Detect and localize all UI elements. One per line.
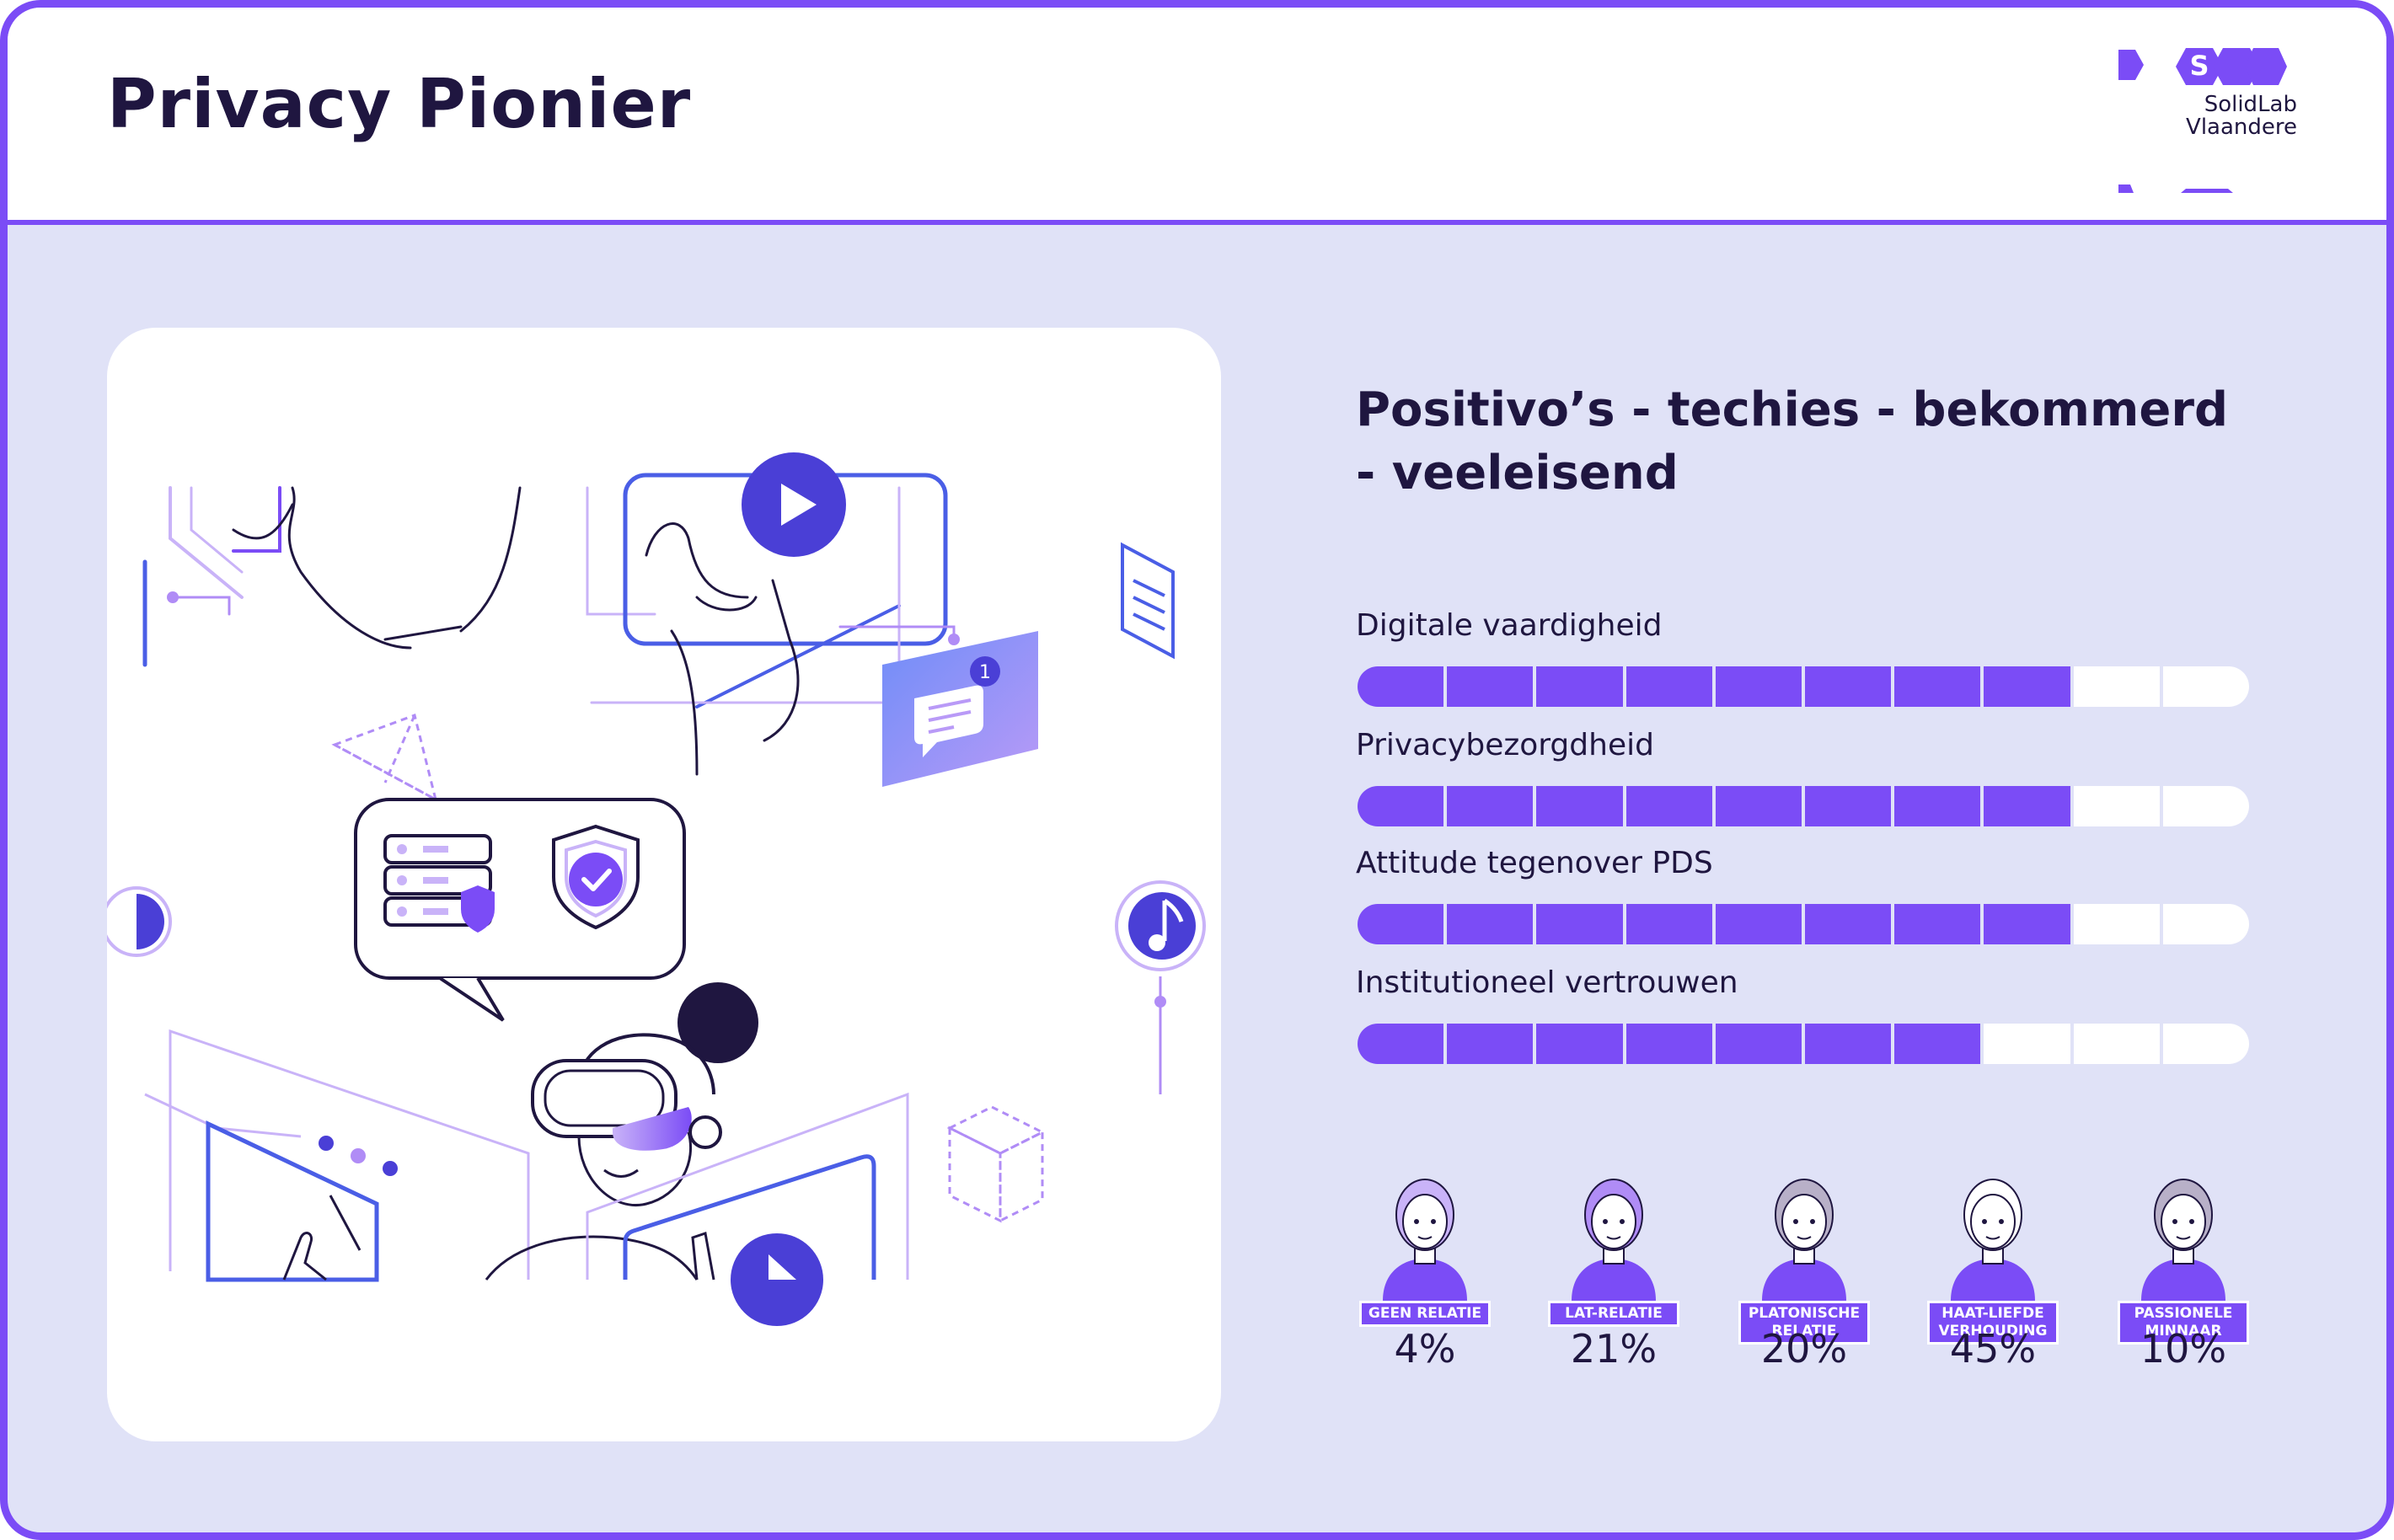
metric-bar xyxy=(1358,904,2252,944)
metric-segment xyxy=(1536,786,1623,826)
metric-segment xyxy=(1894,786,1981,826)
metric-segment xyxy=(1984,786,2070,826)
relation-label: PLATONISCHE RELATIE xyxy=(1738,1301,1870,1345)
metric-segment xyxy=(1625,904,1712,944)
metric-label: Institutioneel vertrouwen xyxy=(1356,965,1738,1000)
metric-segment xyxy=(1984,1024,2070,1064)
metric-segment xyxy=(1536,1024,1623,1064)
metric-segment xyxy=(1805,786,1892,826)
persona-avatar-icon xyxy=(1383,1179,1467,1301)
metric-segment xyxy=(1625,1024,1712,1064)
relation-label: GEEN RELATIE xyxy=(1359,1301,1491,1327)
persona-avatar-icon xyxy=(1572,1179,1656,1301)
persona-4: HAAT-LIEFDE VERHOUDING 45% xyxy=(1909,1166,2077,1385)
persona-5: PASSIONELE MINNAAR 10% xyxy=(2099,1166,2268,1385)
relation-label: PASSIONELE MINNAAR xyxy=(2118,1301,2249,1345)
persona-1: GEEN RELATIE 4% xyxy=(1341,1166,1509,1385)
metric-segment xyxy=(2162,1024,2249,1064)
metric-label: Digitale vaardigheid xyxy=(1356,608,1663,643)
relation-percent: 21% xyxy=(1570,1326,1658,1372)
metric-segment xyxy=(1358,786,1444,826)
metric-segment xyxy=(1358,904,1444,944)
metric-segment xyxy=(1715,904,1802,944)
relation-percent: 20% xyxy=(1760,1326,1848,1372)
relation-percent: 4% xyxy=(1394,1326,1456,1372)
relation-label: HAAT-LIEFDE VERHOUDING xyxy=(1927,1301,2059,1345)
metric-segment xyxy=(1715,666,1802,707)
metric-segment xyxy=(1805,904,1892,944)
metric-segment xyxy=(1358,666,1444,707)
persona-avatar-icon xyxy=(1951,1179,2035,1301)
logo-text: SolidLab Vlaandere xyxy=(2186,92,2297,140)
metric-label: Attitude tegenover PDS xyxy=(1356,846,1713,880)
metric-segment xyxy=(1894,904,1981,944)
metric-segment xyxy=(1894,666,1981,707)
metric-bar xyxy=(1358,1024,2252,1064)
metric-segment xyxy=(1715,786,1802,826)
metric-segment xyxy=(1447,904,1534,944)
svg-text:1: 1 xyxy=(979,662,991,683)
metric-segment xyxy=(1805,666,1892,707)
page-title: Privacy Pionier xyxy=(107,65,692,143)
metric-bar xyxy=(1358,666,2252,707)
solidlab-logo: S SolidLab Vlaandere xyxy=(2118,41,2304,193)
metric-segment xyxy=(1984,904,2070,944)
privacy-illustration: 1 xyxy=(107,452,1206,1326)
metric-segment xyxy=(1805,1024,1892,1064)
svg-text:S: S xyxy=(2189,50,2209,82)
metric-segment xyxy=(1447,1024,1534,1064)
relation-percent: 45% xyxy=(1949,1326,2037,1372)
metric-segment xyxy=(1715,1024,1802,1064)
header: Privacy Pionier S SolidLab Vlaandere xyxy=(8,8,2386,225)
persona-3: PLATONISCHE RELATIE 20% xyxy=(1720,1166,1888,1385)
relation-label: LAT-RELATIE xyxy=(1548,1301,1679,1327)
persona-avatar-icon xyxy=(2141,1179,2225,1301)
metric-segment xyxy=(1894,1024,1981,1064)
profile-title: Positivo’s - techies - bekommerd - veele… xyxy=(1356,382,2229,500)
metric-segment xyxy=(2073,786,2160,826)
metric-segment xyxy=(2073,904,2160,944)
metric-segment xyxy=(2162,666,2249,707)
metric-segment xyxy=(2162,904,2249,944)
metric-bar xyxy=(1358,786,2252,826)
metric-segment xyxy=(1984,666,2070,707)
persona-avatar-icon xyxy=(1762,1179,1846,1301)
metric-segment xyxy=(1536,666,1623,707)
metric-segment xyxy=(1625,786,1712,826)
metric-segment xyxy=(1447,786,1534,826)
shield-check-icon xyxy=(569,853,623,906)
metric-segment xyxy=(1536,904,1623,944)
metric-segment xyxy=(2073,1024,2160,1064)
metric-segment xyxy=(1447,666,1534,707)
persona-2: LAT-RELATIE 21% xyxy=(1529,1166,1698,1385)
metric-segment xyxy=(1358,1024,1444,1064)
metric-segment xyxy=(2162,786,2249,826)
metric-segment xyxy=(2073,666,2160,707)
relation-percent: 10% xyxy=(2140,1326,2227,1372)
metric-segment xyxy=(1625,666,1712,707)
illustration-panel: 1 xyxy=(107,328,1221,1441)
metric-label: Privacybezorgdheid xyxy=(1356,728,1654,762)
